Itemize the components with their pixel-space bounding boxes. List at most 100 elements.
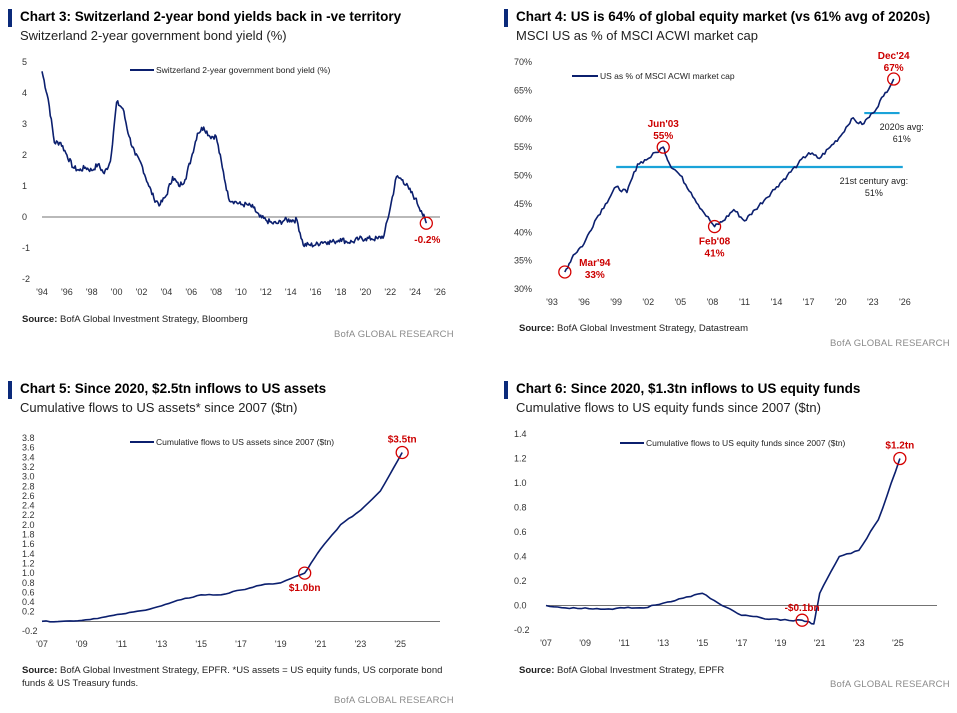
chart-title: Chart 5: Since 2020, $2.5tn inflows to U… [20,381,327,396]
x-tick-label: '25 [892,638,904,648]
y-tick-label: 1.8 [22,530,35,540]
x-tick-label: '08 [707,297,719,307]
chart-header: Chart 4: US is 64% of global equity mark… [504,8,957,45]
y-tick-label: 1.2 [22,558,35,568]
reference-label: 21st century avg: [840,176,909,186]
source-text: BofA Global Investment Strategy, Datastr… [554,323,748,334]
source-text: BofA Global Investment Strategy, Bloombe… [57,314,248,325]
annotation-label: -$0.1bn [785,603,820,614]
x-tick-label: '23 [355,639,367,649]
x-tick-label: '10 [235,287,247,297]
chart-panel-3: Chart 3: Switzerland 2-year bond yields … [8,8,468,45]
annotation-circle [707,219,722,234]
legend-label: Cumulative flows to US equity funds sinc… [646,438,846,448]
annotation-label: $3.5tn [388,434,417,445]
y-tick-label: 35% [514,256,532,266]
chart-panel-4: Chart 4: US is 64% of global equity mark… [504,8,957,45]
x-tick-label: '13 [657,638,669,648]
legend-label: Cumulative flows to US assets since 2007… [156,437,334,447]
chart-title: Chart 6: Since 2020, $1.3tn inflows to U… [516,381,861,396]
y-tick-label: 0.0 [514,601,527,611]
x-tick-label: '21 [315,639,327,649]
y-tick-label: 1.4 [514,429,527,439]
chart-header: Chart 6: Since 2020, $1.3tn inflows to U… [504,380,957,417]
x-tick-label: '15 [697,638,709,648]
brand-footer: BofA GLOBAL RESEARCH [334,329,454,340]
source-label: Source: [519,665,555,676]
chart-3-plot: -2 -1 0 1 2 3 4 5 '94 '96 '98 '00 '02 '04 '06 '08 '10 '12… [22,57,446,297]
annotation-label: Jun'03 [648,119,680,130]
y-tick-label: 1.2 [514,454,527,464]
y-tick-label: 3.0 [22,472,35,482]
x-tick-label: '07 [36,639,48,649]
y-tick-label: 3 [22,119,27,129]
x-tick-label: '11 [116,639,127,649]
x-tick-label: '04 [161,287,173,297]
y-tick-label: 2.2 [22,510,35,520]
x-tick-label: '11 [619,638,630,648]
y-tick-label: 0.8 [22,578,35,588]
annotation-value: 67% [884,63,904,74]
y-tick-label: -2 [22,274,30,284]
x-tick-label: '96 [578,297,590,307]
annotation-circle [558,265,572,279]
y-tick-label: 3.2 [22,462,35,472]
series-line [41,452,403,623]
annotation-circle [419,216,433,230]
y-tick-label: 3.8 [22,433,35,443]
y-tick-label: 3.4 [22,452,35,462]
annotation-value: 33% [585,270,605,281]
y-tick-label: 1 [22,181,27,191]
x-tick-label: '14 [771,297,783,307]
annotation-label: $1.0bn [289,583,321,594]
source-text: BofA Global Investment Strategy, EPFR [554,665,725,676]
x-tick-label: '20 [360,287,372,297]
y-tick-label: 0.6 [514,527,527,537]
x-tick-label: '96 [61,287,73,297]
x-tick-label: '11 [739,297,750,307]
y-tick-label: 0.4 [22,597,35,607]
x-tick-label: '18 [335,287,347,297]
x-tick-label: '16 [310,287,322,297]
y-tick-label: 0 [22,212,27,222]
source-label: Source: [22,314,58,325]
x-tick-label: '12 [260,287,272,297]
chart-source: Source: BofA Global Investment Strategy,… [519,664,939,677]
y-tick-label: -1 [22,243,30,253]
y-tick-label: 1.6 [22,539,35,549]
x-tick-label: '07 [540,638,552,648]
chart-title: Chart 4: US is 64% of global equity mark… [516,9,931,24]
reference-label: 2020s avg: [880,122,924,132]
annotation-label: Dec'24 [878,52,910,62]
x-tick-label: '26 [434,287,446,297]
x-tick-label: '17 [235,639,247,649]
y-tick-label: 3.6 [22,443,35,453]
annotation-value: 55% [653,131,673,142]
x-tick-label: '13 [156,639,168,649]
x-tick-label: '15 [195,639,207,649]
y-tick-label: 1.0 [514,478,527,488]
chart-subtitle: Switzerland 2-year government bond yield… [20,28,287,43]
series-line [545,458,901,625]
x-tick-label: '00 [111,287,123,297]
x-tick-label: '23 [867,297,879,307]
chart-source: Source: BofA Global Investment Strategy,… [22,664,446,690]
y-tick-label: 2.0 [22,520,35,530]
legend-label: US as % of MSCI ACWI market cap [600,71,735,81]
x-tick-label: '99 [610,297,622,307]
source-label: Source: [519,323,555,334]
y-tick-label: 40% [514,227,532,237]
source-label: Source: [22,665,58,676]
brand-footer: BofA GLOBAL RESEARCH [334,695,454,706]
x-tick-label: '93 [546,297,558,307]
chart-source: Source: BofA Global Investment Strategy,… [519,322,939,335]
y-tick-label: 50% [514,171,532,181]
series-line [41,71,428,248]
x-tick-label: '09 [76,639,88,649]
annotation-circle [298,566,312,580]
chart-5-plot: -0.2 0.20.40.60.81.01.21.41.61.82.02.22.4… [22,433,440,649]
x-tick-label: '22 [384,287,396,297]
x-tick-label: '94 [36,287,48,297]
y-tick-label: 30% [514,284,532,294]
annotation-circle [656,140,670,154]
